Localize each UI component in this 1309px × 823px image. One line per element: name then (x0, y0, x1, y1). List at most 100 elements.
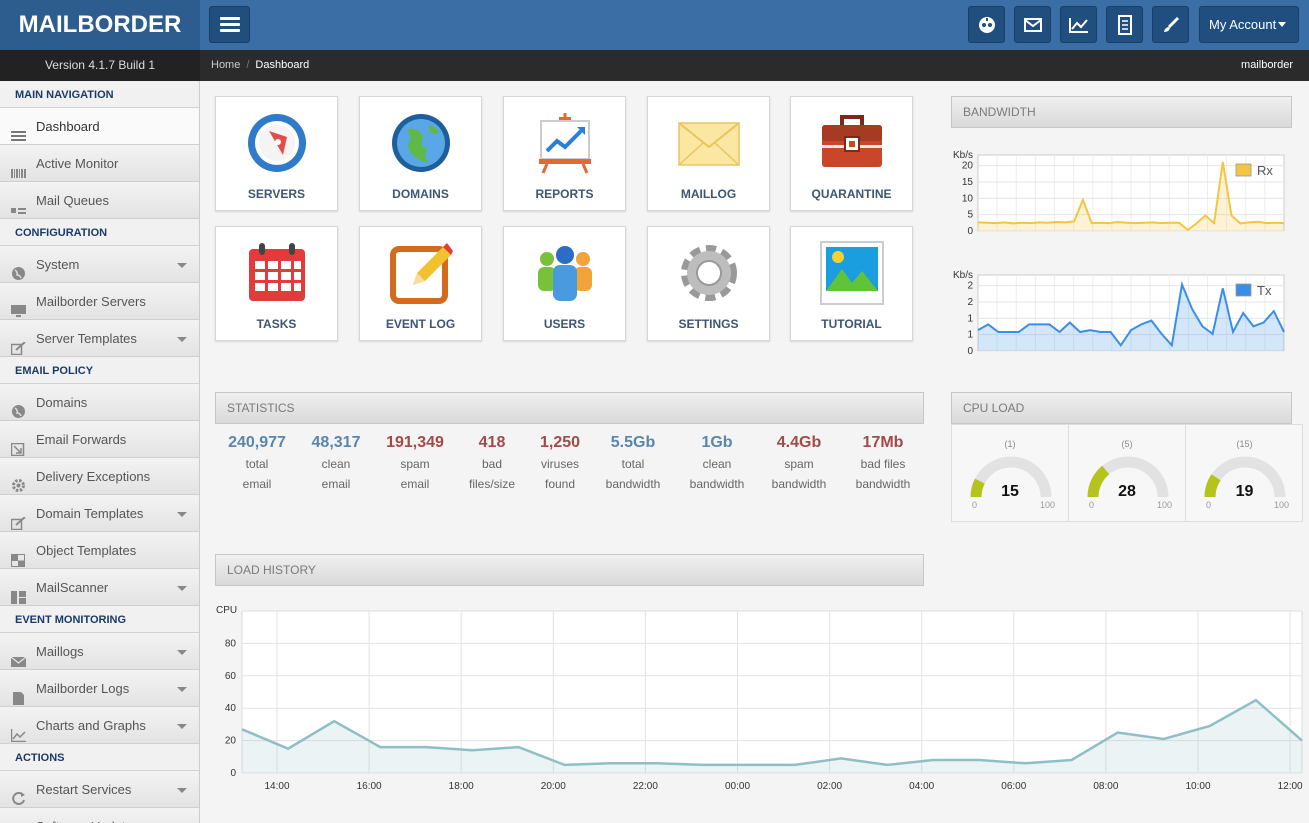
sidebar-item-label: Charts and Graphs (36, 718, 146, 733)
stat-value: 48,317 (311, 434, 361, 451)
stat-label: email (321, 477, 351, 491)
stat-label: email (400, 477, 430, 491)
series-area (242, 700, 1302, 773)
mail-button[interactable] (1014, 6, 1051, 43)
sidebar-item-label: Restart Services (36, 782, 132, 797)
support-button[interactable] (968, 6, 1005, 43)
stat-label: total (621, 457, 645, 471)
tile-settings[interactable]: SETTINGS (647, 226, 770, 341)
edit-pencil-icon (389, 241, 453, 305)
my-account-dropdown[interactable]: My Account (1199, 6, 1299, 43)
tile-reports[interactable]: REPORTS (503, 96, 626, 211)
sub-bar (0, 50, 1309, 81)
sidebar-item-mailborder-logs[interactable]: Mailborder Logs (0, 670, 199, 707)
legend-swatch (1235, 283, 1252, 297)
tile-maillog[interactable]: MAILLOG (647, 96, 770, 211)
version-label: Version 4.1.7 Build 1 (0, 50, 200, 81)
tile-domains[interactable]: DOMAINS (359, 96, 482, 211)
stat-label: bandwidth (689, 477, 745, 491)
tile-label: SERVERS (247, 187, 306, 201)
y-tick-label: 5 (967, 210, 973, 221)
sidebar-item-object-templates[interactable]: Object Templates (0, 532, 199, 569)
sidebar-item-system[interactable]: System (0, 246, 199, 283)
stat-item: 48,317 clean email (295, 434, 377, 494)
sidebar-item-mailborder-servers[interactable]: Mailborder Servers (0, 283, 199, 320)
stat-item: 1Gb clean bandwidth (676, 434, 758, 494)
queue-icon (11, 194, 26, 214)
globe-icon (389, 111, 453, 175)
stat-label: viruses (540, 457, 579, 471)
tile-quarantine[interactable]: QUARANTINE (790, 96, 913, 211)
tile-tasks[interactable]: TASKS (215, 226, 338, 341)
stat-value: 5.5Gb (610, 434, 656, 451)
load-history-chart: CPU 0 20 40 60 80 14:00 16:00 18:00 20:00 22:00 00:… (216, 605, 1303, 792)
picture-icon (820, 241, 884, 305)
globe-icon (11, 258, 26, 280)
sidebar-item-server-templates[interactable]: Server Templates (0, 320, 199, 357)
envelope-icon (677, 111, 741, 175)
tile-users[interactable]: USERS (503, 226, 626, 341)
tile-label: TASKS (256, 317, 297, 331)
sidebar-item-mailscanner[interactable]: MailScanner (0, 569, 199, 606)
support-icon (978, 16, 995, 33)
sidebar-item-active-monitor[interactable]: Active Monitor (0, 145, 199, 182)
tile-label: REPORTS (535, 187, 594, 201)
x-tick-label: 14:00 (264, 781, 289, 792)
notes-button[interactable] (1106, 6, 1143, 43)
sidebar-section-email-policy: EMAIL POLICY (0, 357, 199, 384)
stat-item: 240,977 total email (216, 434, 298, 494)
y-tick-label: 1 (967, 330, 973, 341)
line-chart-icon (10, 719, 26, 743)
sidebar-item-email-forwards[interactable]: Email Forwards (0, 421, 199, 458)
sidebar-item-delivery-exceptions[interactable]: Delivery Exceptions (0, 458, 199, 495)
sidebar-item-label: Server Templates (36, 331, 137, 346)
x-tick-label: 06:00 (1001, 781, 1026, 792)
sidebar-section-main-navigation: MAIN NAVIGATION (0, 81, 199, 108)
tile-label: USERS (543, 317, 586, 331)
series-area (978, 161, 1284, 231)
gauge-period: (5) (1121, 439, 1133, 449)
cpu-load-panel-header: CPU LOAD (951, 392, 1292, 424)
breadcrumb-home[interactable]: Home (211, 59, 241, 71)
stat-label: bandwidth (605, 477, 661, 491)
stat-item: 418 bad files/size (451, 434, 533, 494)
y-tick-label: 20 (962, 161, 974, 172)
charts-button[interactable] (1060, 6, 1097, 43)
menu-toggle-button[interactable] (209, 6, 250, 43)
sidebar-item-label: Mailborder Logs (36, 681, 130, 696)
load-history-title: LOAD HISTORY (227, 563, 316, 577)
tile-event-log[interactable]: EVENT LOG (359, 226, 482, 341)
tile-label: MAILLOG (680, 187, 737, 201)
account-label: My Account (1209, 17, 1277, 32)
sidebar-item-domains[interactable]: Domains (0, 384, 199, 421)
legend-label: Tx (1257, 283, 1272, 298)
sidebar-item-maillogs[interactable]: Maillogs (0, 633, 199, 670)
series-line (977, 280, 1285, 348)
gauge-arc (1087, 456, 1169, 498)
sidebar-item-software-updates[interactable]: Software Updates (0, 808, 199, 823)
sidebar-item-domain-templates[interactable]: Domain Templates (0, 495, 199, 532)
tile-tutorial[interactable]: TUTORIAL (790, 226, 913, 341)
stat-label: found (544, 477, 576, 491)
gauge-arc (970, 456, 1052, 498)
theme-button[interactable] (1152, 6, 1189, 43)
x-tick-label: 02:00 (817, 781, 842, 792)
breadcrumb-separator: / (246, 59, 250, 71)
y-tick-label: 0 (967, 226, 973, 237)
forward-icon (10, 433, 26, 457)
sidebar-item-label: Delivery Exceptions (36, 469, 151, 484)
sidebar-item-label: Active Monitor (36, 156, 119, 171)
sidebar-item-mail-queues[interactable]: Mail Queues (0, 182, 199, 219)
checker-icon (11, 544, 26, 567)
gear-icon (677, 241, 741, 305)
sidebar-section-event-monitoring: EVENT MONITORING (0, 606, 199, 633)
mail-icon (1023, 17, 1042, 32)
globe-icon (11, 396, 26, 418)
tile-servers[interactable]: SERVERS (215, 96, 338, 211)
sidebar-item-dashboard[interactable]: Dashboard (0, 108, 199, 145)
sidebar-item-charts-and-graphs[interactable]: Charts and Graphs (0, 707, 199, 744)
stat-label: clean (321, 457, 351, 471)
sidebar-item-label: MailScanner (36, 580, 109, 595)
app-logo[interactable]: MAILBORDER (0, 0, 200, 50)
sidebar-item-restart-services[interactable]: Restart Services (0, 771, 199, 808)
